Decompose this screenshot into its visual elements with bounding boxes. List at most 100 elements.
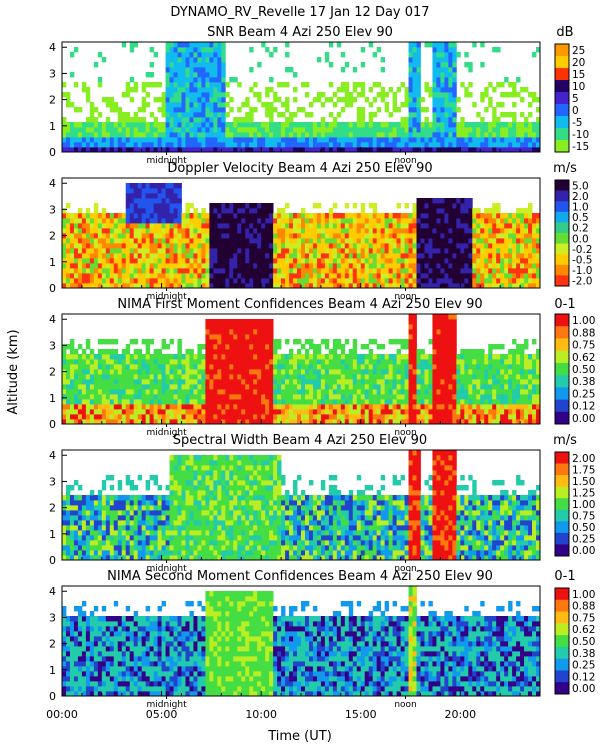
- heatmap-cell: [364, 243, 370, 249]
- heatmap-cell: [105, 137, 111, 143]
- heatmap-cell: [241, 389, 246, 395]
- heatmap-cell: [93, 273, 99, 279]
- heatmap-cell: [380, 364, 386, 370]
- heatmap-cell: [452, 218, 457, 224]
- heatmap-cell: [376, 218, 382, 224]
- heatmap-cell: [261, 364, 266, 370]
- heatmap-cell: [233, 218, 238, 224]
- heatmap-cell: [221, 354, 226, 360]
- heatmap-cell: [177, 147, 182, 153]
- heatmap-cell: [257, 233, 262, 239]
- heatmap-cell: [360, 404, 366, 410]
- heatmap-cell: [129, 137, 135, 143]
- heatmap-cell: [376, 394, 382, 400]
- heatmap-cell: [65, 389, 71, 395]
- heatmap-cell: [62, 389, 67, 395]
- heatmap-cell: [173, 52, 178, 58]
- heatmap-cell: [141, 142, 147, 148]
- heatmap-cell: [289, 359, 294, 365]
- heatmap-cell: [81, 404, 87, 410]
- heatmap-cell: [221, 253, 226, 259]
- heatmap-cell: [376, 414, 382, 420]
- heatmap-cell: [396, 233, 401, 239]
- heatmap-cell: [380, 248, 386, 254]
- heatmap-cell: [233, 379, 238, 385]
- colorbar-swatch: [555, 222, 569, 234]
- heatmap-cell: [257, 243, 262, 249]
- heatmap-cell: [117, 379, 123, 385]
- heatmap-cell: [161, 354, 166, 360]
- heatmap-cell: [117, 107, 123, 113]
- heatmap-cell: [133, 223, 139, 229]
- heatmap-cell: [109, 374, 115, 380]
- heatmap-cell: [432, 147, 437, 153]
- heatmap-cell: [269, 258, 274, 264]
- heatmap-cell: [273, 414, 278, 420]
- heatmap-cell: [69, 253, 75, 259]
- heatmap-cell: [277, 127, 282, 133]
- heatmap-cell: [253, 404, 258, 410]
- heatmap-cell: [93, 208, 99, 214]
- heatmap-cell: [500, 147, 505, 153]
- heatmap-cell: [81, 384, 87, 390]
- heatmap-cell: [356, 374, 362, 380]
- heatmap-cell: [416, 208, 421, 214]
- heatmap-cell: [360, 283, 366, 289]
- heatmap-cell: [161, 419, 166, 425]
- heatmap-cell: [165, 132, 170, 138]
- heatmap-cell: [360, 258, 366, 264]
- heatmap-cell: [201, 283, 206, 289]
- heatmap-cell: [512, 87, 517, 93]
- heatmap-cell: [412, 122, 417, 128]
- heatmap-cell: [508, 137, 513, 143]
- heatmap-cell: [352, 283, 358, 289]
- heatmap-cell: [380, 233, 386, 239]
- heatmap-cell: [165, 188, 170, 194]
- heatmap-cell: [125, 268, 131, 274]
- heatmap-cell: [456, 132, 461, 138]
- heatmap-cell: [73, 374, 79, 380]
- heatmap-cell: [261, 359, 266, 365]
- heatmap-cell: [324, 359, 330, 365]
- heatmap-cell: [360, 389, 366, 395]
- heatmap-cell: [428, 248, 433, 254]
- heatmap-cell: [101, 142, 107, 148]
- heatmap-cell: [289, 122, 294, 128]
- heatmap-cell: [444, 268, 449, 274]
- heatmap-cell: [121, 213, 127, 219]
- heatmap-cell: [65, 142, 71, 148]
- heatmap-cell: [109, 364, 115, 370]
- heatmap-cell: [480, 268, 485, 274]
- heatmap-cell: [169, 389, 174, 395]
- heatmap-cell: [492, 117, 497, 123]
- heatmap-cell: [448, 203, 453, 209]
- heatmap-cell: [281, 102, 286, 108]
- heatmap-cell: [408, 57, 413, 63]
- heatmap-cell: [376, 248, 382, 254]
- heatmap-cell: [312, 354, 318, 360]
- heatmap-cell: [488, 213, 493, 219]
- heatmap-cell: [165, 137, 170, 143]
- heatmap-cell: [153, 263, 158, 269]
- heatmap-cell: [344, 369, 350, 375]
- heatmap-cell: [400, 122, 405, 128]
- heatmap-cell: [293, 419, 298, 425]
- heatmap-cell: [161, 233, 166, 239]
- heatmap-cell: [269, 369, 274, 375]
- heatmap-cell: [125, 248, 131, 254]
- heatmap-cell: [432, 57, 437, 63]
- heatmap-cell: [348, 354, 354, 360]
- heatmap-cell: [237, 258, 242, 264]
- heatmap-cell: [221, 142, 226, 148]
- heatmap-cell: [448, 253, 453, 259]
- heatmap-cell: [101, 369, 107, 375]
- heatmap-cell: [69, 52, 75, 58]
- heatmap-cell: [380, 273, 386, 279]
- heatmap-cell: [400, 117, 405, 123]
- heatmap-cell: [452, 62, 457, 68]
- heatmap-cell: [205, 404, 210, 410]
- heatmap-cell: [388, 213, 394, 219]
- heatmap-cell: [89, 102, 95, 108]
- heatmap-cell: [332, 278, 338, 284]
- heatmap-cell: [380, 354, 386, 360]
